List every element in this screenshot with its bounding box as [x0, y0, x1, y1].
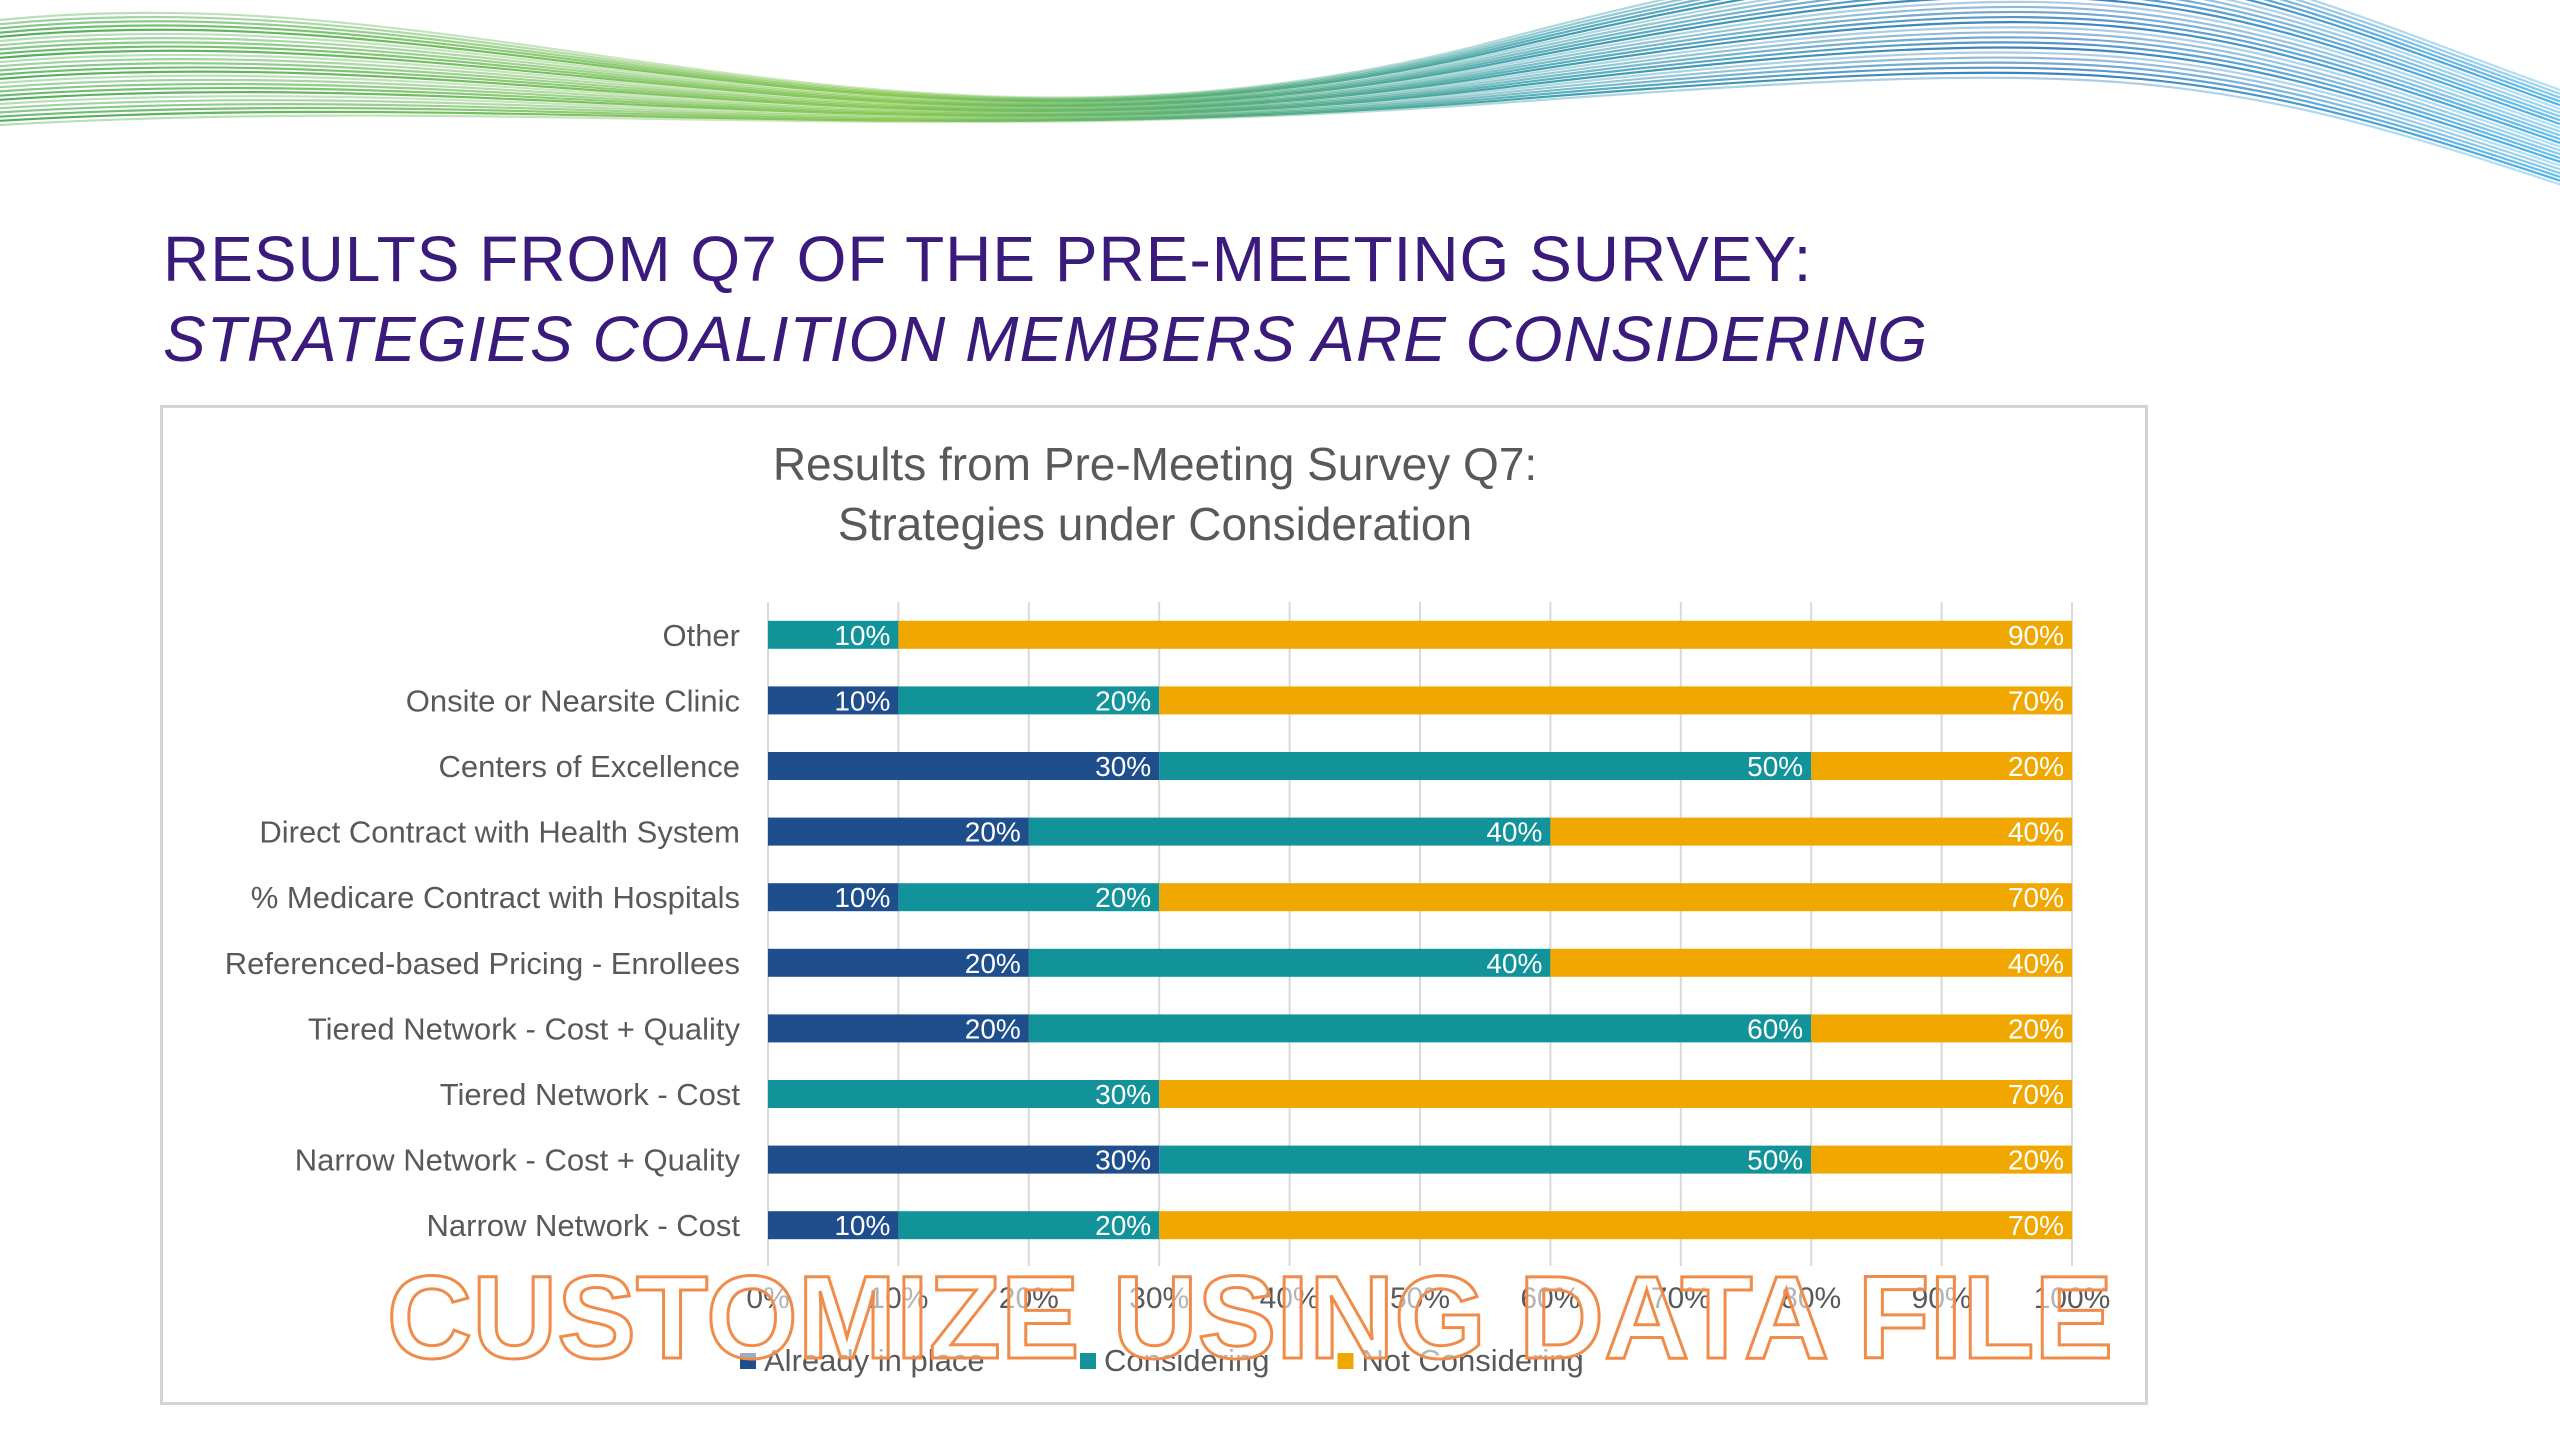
category-label: Onsite or Nearsite Clinic	[406, 683, 740, 718]
bar-segment	[768, 1145, 1160, 1174]
category-label: % Medicare Contract with Hospitals	[251, 880, 740, 915]
legend-label: Considering	[1104, 1343, 1269, 1378]
data-label: 20%	[2008, 1145, 2064, 1176]
bar-segment	[768, 1080, 1160, 1108]
data-label: 20%	[1095, 685, 1151, 716]
legend-label: Already in place	[764, 1343, 985, 1378]
bar-segment	[1159, 686, 2072, 715]
bar-segment	[1159, 1145, 1812, 1174]
category-label: Narrow Network - Cost + Quality	[295, 1143, 741, 1178]
x-tick-label: 30%	[1129, 1282, 1189, 1315]
data-label: 50%	[1747, 751, 1803, 782]
legend-label: Not Considering	[1362, 1343, 1584, 1378]
slide-title-line1: RESULTS FROM Q7 OF THE PRE-MEETING SURVE…	[163, 223, 1813, 295]
category-label: Centers of Excellence	[438, 749, 740, 784]
watermark-label: CUSTOMIZE USING DATA FILE	[387, 1252, 2113, 1380]
data-label: 90%	[2008, 620, 2064, 651]
data-label: 40%	[2008, 817, 2064, 848]
bar-segment	[1028, 1014, 1812, 1043]
data-label: 40%	[1486, 948, 1542, 979]
x-tick-label: 0%	[746, 1282, 789, 1315]
bar-segment	[768, 686, 899, 715]
data-label: 40%	[1486, 817, 1542, 848]
chart-subtitle: Strategies under Consideration	[838, 498, 1472, 550]
data-label: 10%	[834, 620, 890, 651]
data-label: 20%	[1095, 1210, 1151, 1241]
legend-swatch	[1080, 1353, 1096, 1369]
x-tick-label: 80%	[1781, 1282, 1841, 1315]
bar-segment	[768, 1211, 899, 1240]
decorative-wave-banner	[0, 0, 2560, 186]
data-label: 30%	[1095, 1079, 1151, 1110]
data-label: 20%	[2008, 751, 2064, 782]
category-label: Referenced-based Pricing - Enrollees	[225, 946, 740, 981]
legend-swatch	[1337, 1353, 1354, 1369]
x-tick-label: 100%	[2034, 1282, 2111, 1315]
x-tick-label: 20%	[999, 1282, 1059, 1315]
x-tick-label: 40%	[1260, 1282, 1320, 1315]
x-tick-label: 50%	[1390, 1282, 1450, 1315]
category-label: Direct Contract with Health System	[259, 815, 740, 850]
bar-segment	[1159, 1211, 2072, 1240]
bar-segment	[768, 752, 1160, 780]
category-label: Tiered Network - Cost + Quality	[308, 1011, 741, 1046]
data-label: 70%	[2008, 882, 2064, 913]
data-label: 20%	[965, 948, 1021, 979]
bar-segment	[768, 883, 899, 912]
bar-segment	[1811, 752, 2072, 780]
bar-segment	[898, 620, 2072, 649]
data-label: 10%	[834, 1210, 890, 1241]
bar-segment	[898, 686, 1160, 715]
bar-segment	[898, 1211, 1160, 1240]
bar-segment	[1159, 1080, 2072, 1108]
data-label: 30%	[1095, 751, 1151, 782]
x-tick-label: 90%	[1912, 1282, 1972, 1315]
bar-segment	[768, 620, 899, 649]
data-label: 40%	[2008, 948, 2064, 979]
data-label: 30%	[1095, 1145, 1151, 1176]
data-label: 20%	[965, 817, 1021, 848]
bar-segment	[1550, 948, 2072, 977]
data-label: 10%	[834, 685, 890, 716]
bar-segment	[1550, 817, 2072, 846]
bar-segment	[768, 1014, 1029, 1043]
category-label: Narrow Network - Cost	[427, 1208, 741, 1243]
data-label: 70%	[2008, 685, 2064, 716]
bar-segment	[1028, 817, 1551, 846]
category-label: Tiered Network - Cost	[440, 1077, 741, 1112]
data-label: 20%	[965, 1013, 1021, 1044]
category-label: Other	[662, 618, 740, 653]
bar-segment	[898, 883, 1160, 912]
bar-segment	[1028, 948, 1551, 977]
bar-segment	[1159, 883, 2072, 912]
slide-title-line2: STRATEGIES COALITION MEMBERS ARE CONSIDE…	[163, 303, 1929, 375]
bar-segment	[1811, 1014, 2072, 1043]
watermark-text: CUSTOMIZE USING DATA FILE	[385, 1251, 2114, 1381]
legend-swatch	[740, 1353, 756, 1369]
data-label: 70%	[2008, 1210, 2064, 1241]
data-label: 70%	[2008, 1079, 2064, 1110]
x-tick-label: 60%	[1520, 1282, 1580, 1315]
x-tick-label: 10%	[868, 1282, 928, 1315]
chart-title: Results from Pre-Meeting Survey Q7:	[773, 438, 1537, 490]
data-label: 10%	[834, 882, 890, 913]
data-label: 50%	[1747, 1145, 1803, 1176]
data-label: 60%	[1747, 1013, 1803, 1044]
data-label: 20%	[2008, 1013, 2064, 1044]
bar-segment	[1811, 1145, 2072, 1174]
data-label: 20%	[1095, 882, 1151, 913]
x-tick-label: 70%	[1651, 1282, 1711, 1315]
bar-segment	[768, 948, 1029, 977]
bar-segment	[1159, 752, 1812, 780]
bar-segment	[768, 817, 1029, 846]
